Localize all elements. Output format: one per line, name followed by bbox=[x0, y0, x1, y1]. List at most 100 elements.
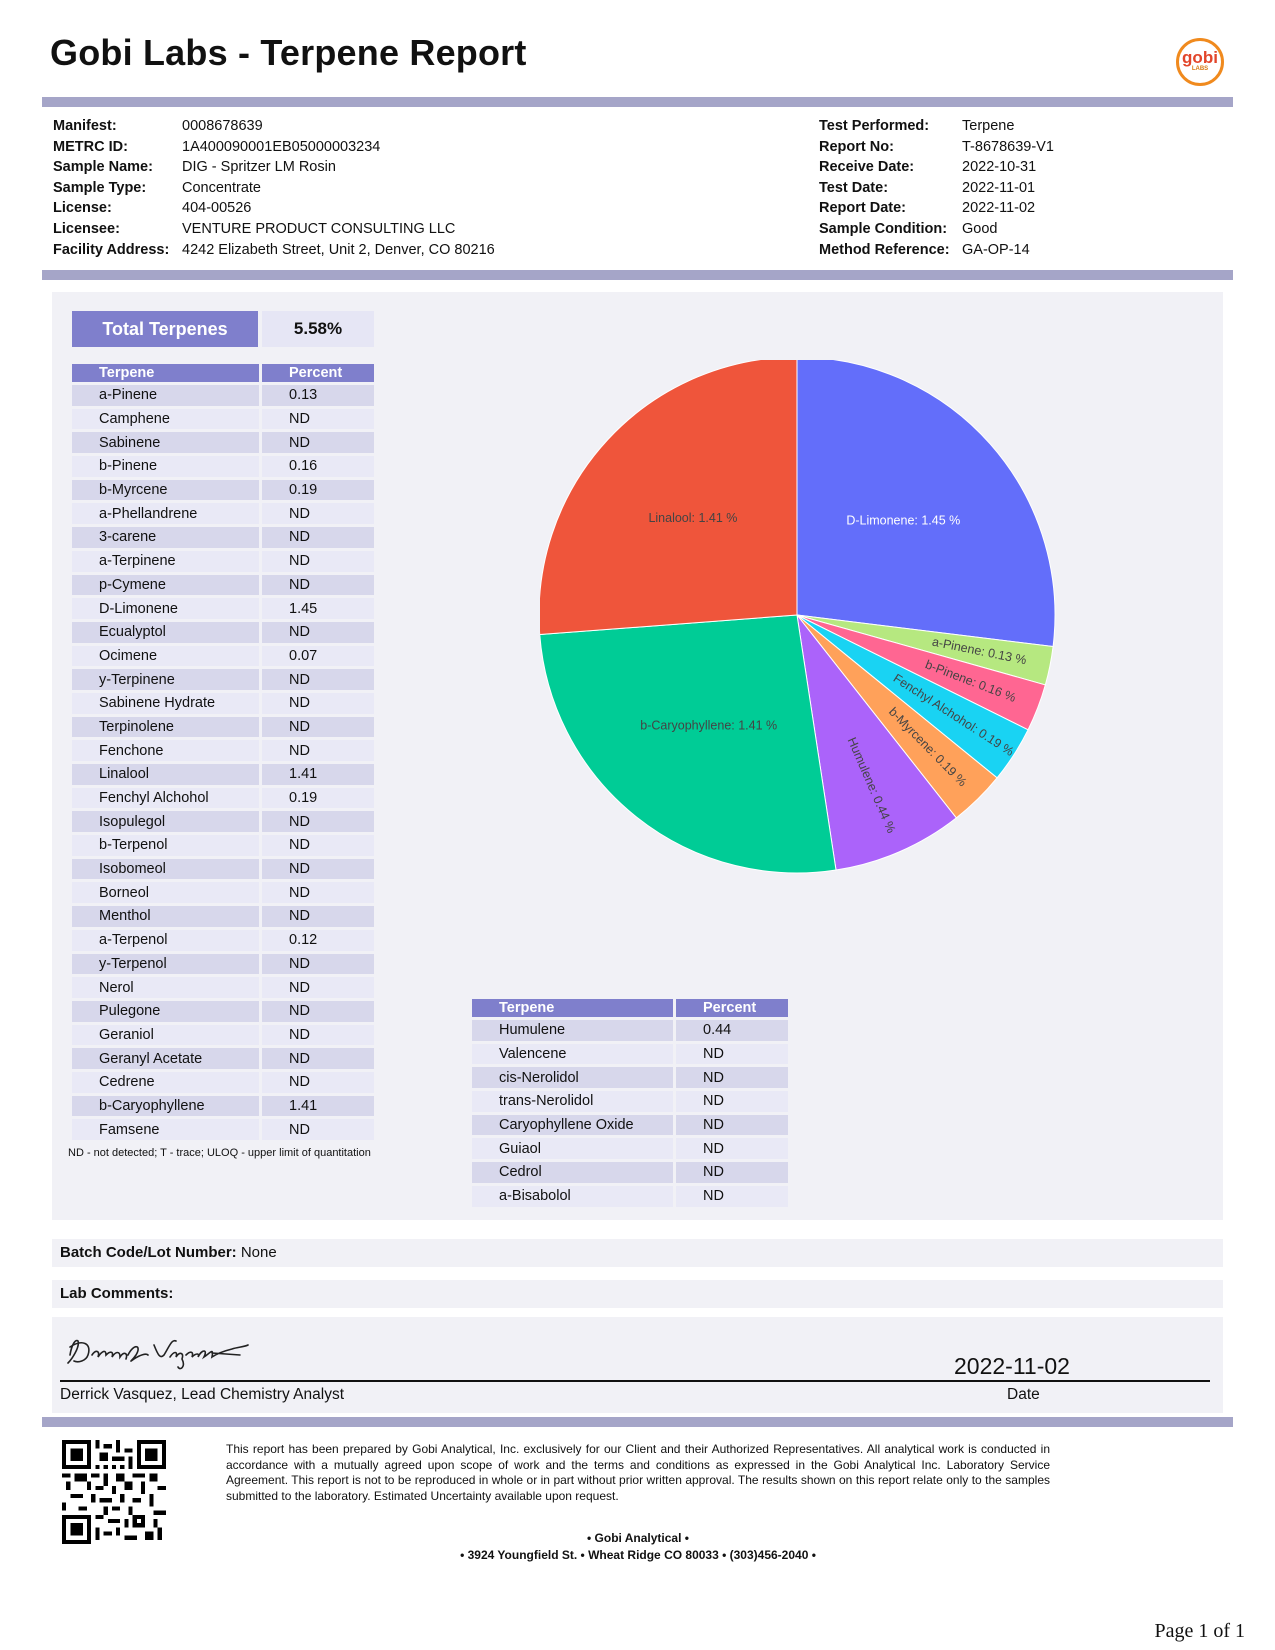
terpene-percent: ND bbox=[262, 1071, 374, 1093]
col-header-terpene: Terpene bbox=[472, 999, 673, 1017]
terpene-name: Isopulegol bbox=[72, 811, 259, 833]
info-label: Sample Name: bbox=[53, 159, 153, 176]
info-row-report-date: Report Date: 2022-11-02 bbox=[819, 198, 1054, 219]
table-row: b-Pinene 0.16 bbox=[72, 456, 374, 477]
signature-line bbox=[60, 1380, 1210, 1382]
terpene-name: Caryophyllene Oxide bbox=[472, 1114, 673, 1136]
qr-code bbox=[62, 1440, 166, 1544]
pie-slice-label: D-Limonene: 1.45 % bbox=[846, 513, 960, 527]
signature-block bbox=[52, 1317, 1223, 1413]
terpene-name: Camphene bbox=[72, 408, 259, 430]
lab-comments-row: Lab Comments: bbox=[52, 1280, 1223, 1308]
terpene-name: b-Pinene bbox=[72, 456, 259, 477]
terpene-name: D-Limonene bbox=[72, 598, 259, 619]
terpene-name: cis-Nerolidol bbox=[472, 1067, 673, 1089]
terpene-name: b-Caryophyllene bbox=[72, 1095, 259, 1117]
table-row: Menthol ND bbox=[72, 906, 374, 927]
col-header-terpene: Terpene bbox=[72, 364, 259, 382]
terpene-name: b-Terpenol bbox=[72, 835, 259, 856]
terpene-percent: ND bbox=[262, 1000, 374, 1022]
info-row-receive-date: Receive Date: 2022-10-31 bbox=[819, 157, 1054, 178]
col-header-percent: Percent bbox=[262, 364, 374, 382]
info-label: License: bbox=[53, 200, 112, 217]
table-row: Isopulegol ND bbox=[72, 811, 374, 833]
info-row-license: License: 404-00526 bbox=[53, 198, 495, 219]
terpene-name: Borneol bbox=[72, 882, 259, 904]
terpene-name: a-Phellandrene bbox=[72, 503, 259, 525]
table-row: Famsene ND bbox=[72, 1119, 374, 1140]
terpene-percent: ND bbox=[262, 669, 374, 690]
info-row-manifest: Manifest: 0008678639 bbox=[53, 116, 495, 137]
analyst-name: Derrick Vasquez, Lead Chemistry Analyst bbox=[60, 1386, 344, 1403]
total-terpenes-value: 5.58% bbox=[262, 311, 374, 347]
terpene-percent: ND bbox=[262, 621, 374, 643]
pie-slice-label: b-Caryophyllene: 1.41 % bbox=[640, 718, 777, 732]
info-value: Good bbox=[962, 220, 998, 237]
table-row: Geranyl Acetate ND bbox=[72, 1048, 374, 1069]
table-row: a-Phellandrene ND bbox=[72, 503, 374, 525]
info-label: Facility Address: bbox=[53, 241, 170, 258]
terpene-percent: ND bbox=[676, 1067, 788, 1089]
terpene-percent: 0.12 bbox=[262, 929, 374, 951]
terpene-percent: 1.45 bbox=[262, 598, 374, 619]
terpene-name: Ecualyptol bbox=[72, 621, 259, 643]
terpene-name: a-Pinene bbox=[72, 385, 259, 406]
terpene-percent: 0.19 bbox=[262, 479, 374, 501]
terpene-name: trans-Nerolidol bbox=[472, 1091, 673, 1112]
terpene-percent: ND bbox=[262, 1048, 374, 1069]
info-value: VENTURE PRODUCT CONSULTING LLC bbox=[182, 220, 456, 237]
terpene-percent: 1.41 bbox=[262, 764, 374, 785]
table-row: Valencene ND bbox=[472, 1043, 788, 1065]
info-value: Terpene bbox=[962, 118, 1015, 134]
terpene-percent: 1.41 bbox=[262, 1095, 374, 1117]
terpene-percent: ND bbox=[262, 716, 374, 738]
terpene-percent: ND bbox=[676, 1043, 788, 1065]
table-row: Camphene ND bbox=[72, 408, 374, 430]
terpene-name: Sabinene bbox=[72, 432, 259, 454]
batch-code-row: Batch Code/Lot Number: None bbox=[52, 1239, 1223, 1267]
info-row-report-no: Report No: T-8678639-V1 bbox=[819, 137, 1054, 158]
terpene-percent: ND bbox=[262, 811, 374, 833]
terpene-percent: ND bbox=[262, 740, 374, 761]
info-value: 2022-10-31 bbox=[962, 159, 1037, 176]
batch-code-value: None bbox=[240, 1244, 277, 1261]
table-row: D-Limonene 1.45 bbox=[72, 598, 374, 619]
page-number: Page 1 of 1 bbox=[1154, 1620, 1245, 1642]
table-row: Geraniol ND bbox=[72, 1024, 374, 1046]
pie-slice bbox=[796, 613, 958, 871]
terpene-percent: 0.44 bbox=[676, 1020, 788, 1041]
terpene-percent: ND bbox=[262, 977, 374, 998]
table-row: b-Terpenol ND bbox=[72, 835, 374, 856]
terpene-name: Terpinolene bbox=[72, 716, 259, 738]
table-row: Nerol ND bbox=[72, 977, 374, 998]
terpene-percent: ND bbox=[676, 1185, 788, 1207]
info-value: 2022-11-02 bbox=[962, 200, 1036, 217]
table-row: b-Caryophyllene 1.41 bbox=[72, 1095, 374, 1117]
terpene-name: Sabinene Hydrate bbox=[72, 692, 259, 714]
terpene-percent: 0.07 bbox=[262, 645, 374, 667]
table-row: Terpinolene ND bbox=[72, 716, 374, 738]
info-value: T-8678639-V1 bbox=[962, 138, 1054, 155]
terpene-name: p-Cymene bbox=[72, 574, 259, 596]
info-value: 404-00526 bbox=[182, 200, 252, 217]
info-row-method-reference: Method Reference: GA-OP-14 bbox=[819, 240, 1054, 261]
info-label: Manifest: bbox=[53, 118, 117, 134]
terpene-percent: ND bbox=[676, 1162, 788, 1183]
table-row: Caryophyllene Oxide ND bbox=[472, 1114, 788, 1136]
table-row: Sabinene ND bbox=[72, 432, 374, 454]
terpene-percent: ND bbox=[262, 503, 374, 525]
table-row: trans-Nerolidol ND bbox=[472, 1091, 788, 1112]
table-row: a-Terpinene ND bbox=[72, 550, 374, 572]
terpene-percent: ND bbox=[262, 953, 374, 975]
info-label: Receive Date: bbox=[819, 159, 915, 176]
terpene-percent: ND bbox=[262, 858, 374, 880]
info-label: Test Date: bbox=[819, 179, 889, 196]
terpene-name: Famsene bbox=[72, 1119, 259, 1140]
terpene-name: Geranyl Acetate bbox=[72, 1048, 259, 1069]
info-label: METRC ID: bbox=[53, 138, 128, 155]
info-row-sample-name: Sample Name: DIG - Spritzer LM Rosin bbox=[53, 157, 495, 178]
table-row: Cedrene ND bbox=[72, 1071, 374, 1093]
terpene-percent: ND bbox=[676, 1138, 788, 1160]
terpene-name: Humulene bbox=[472, 1020, 673, 1041]
terpene-name: 3-carene bbox=[72, 527, 259, 548]
